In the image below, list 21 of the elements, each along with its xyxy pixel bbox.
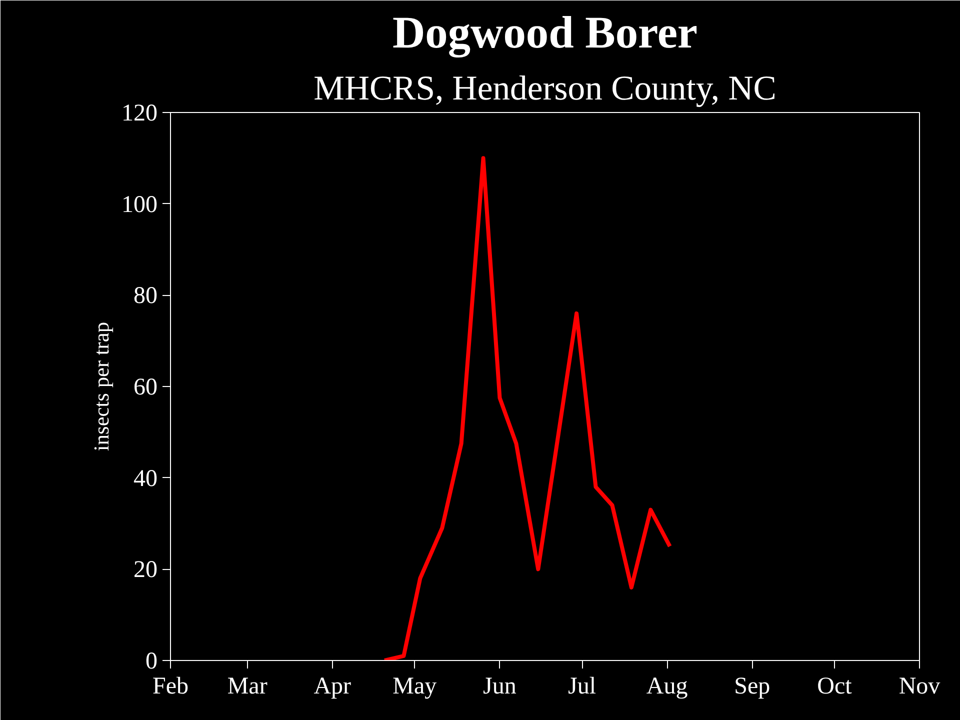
chart-title: Dogwood Borer (392, 8, 698, 58)
y-tick-label: 60 (134, 374, 158, 400)
x-tick-label: Aug (646, 674, 688, 700)
x-tick-label: Mar (227, 674, 268, 700)
line-series (382, 156, 672, 660)
x-tick-label: Oct (817, 674, 852, 700)
x-tick-label: Apr (314, 674, 352, 700)
chart-subtitle: MHCRS, Henderson County, NC (314, 70, 776, 108)
y-tick-label: 100 (122, 192, 158, 218)
y-tick-label: 40 (134, 466, 158, 492)
x-tick-label: Nov (898, 674, 940, 700)
y-tick-label: 20 (134, 557, 158, 584)
y-axis-title: insects per trap (90, 322, 114, 452)
x-tick-label: Sep (734, 674, 770, 700)
x-tick-label: May (392, 674, 437, 700)
x-tick-label: Jul (568, 674, 596, 700)
y-tick-label: 120 (122, 100, 158, 126)
x-tick-label: Jun (483, 674, 516, 700)
y-tick-label: 0 (146, 648, 158, 674)
y-tick-label: 80 (134, 283, 158, 310)
x-tick-label: Feb (152, 674, 188, 700)
